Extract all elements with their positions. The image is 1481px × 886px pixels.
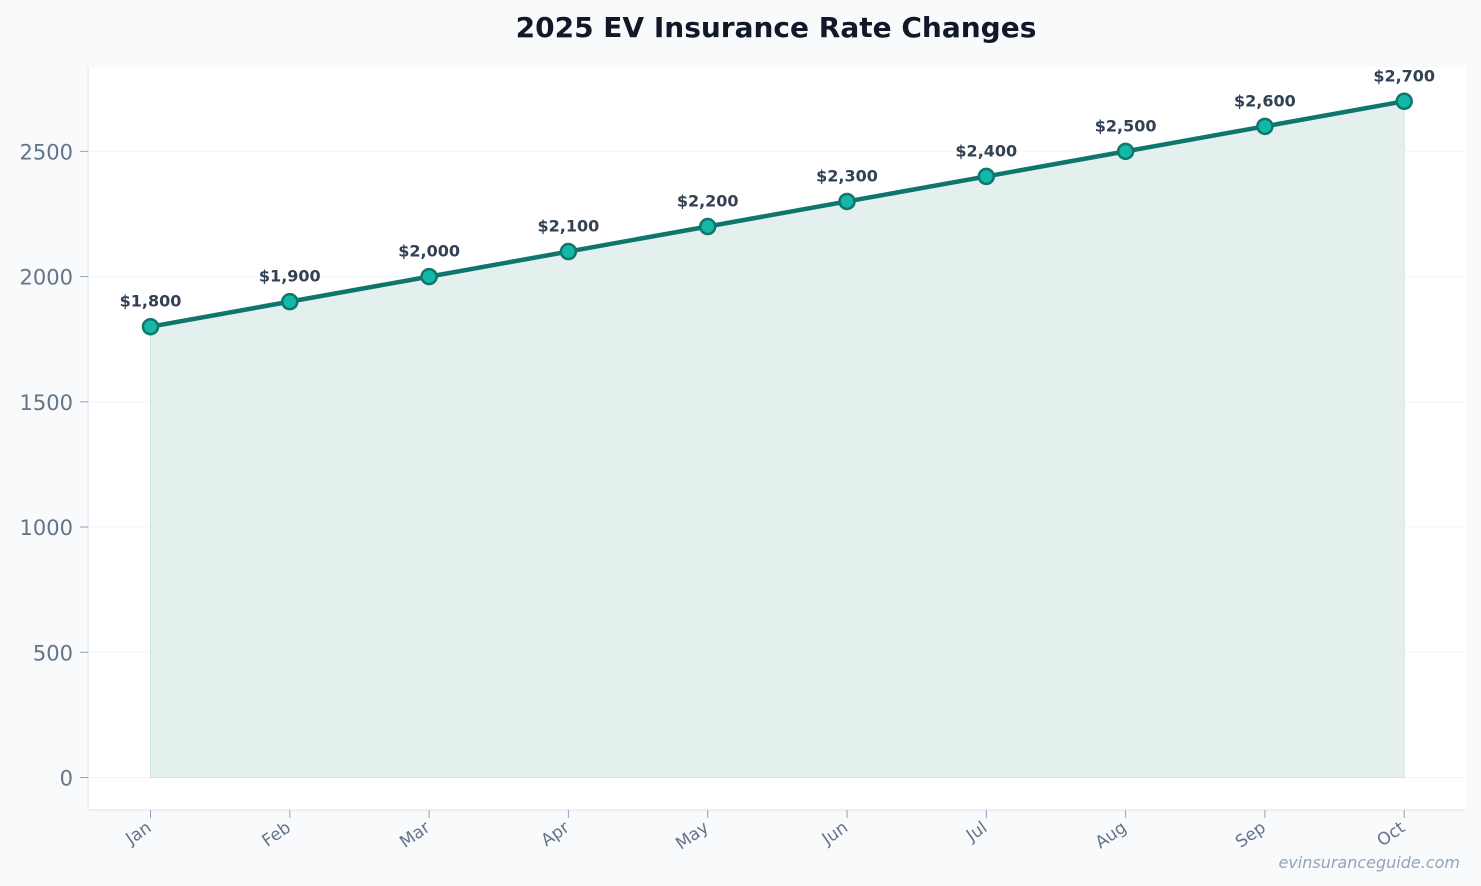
chart-title: 2025 EV Insurance Rate Changes bbox=[516, 11, 1037, 44]
x-tick-label: Aug bbox=[1092, 818, 1131, 853]
data-point bbox=[1116, 142, 1135, 161]
x-tick-layer: Jan Feb Mar Apr May Jun Jul Aug Sep Oct bbox=[122, 810, 1410, 855]
x-tick-label: Mar bbox=[396, 818, 434, 853]
x-tick-label: Jul bbox=[962, 818, 991, 847]
data-point bbox=[281, 292, 299, 311]
data-label: $2,200 bbox=[677, 192, 739, 211]
data-point bbox=[1256, 117, 1274, 136]
data-label: $2,100 bbox=[538, 217, 600, 236]
y-tick-label: 0 bbox=[60, 767, 73, 791]
data-label: $2,400 bbox=[955, 141, 1017, 160]
x-tick-label: Jan bbox=[122, 818, 156, 850]
line-layer bbox=[148, 99, 1407, 329]
x-tick-label: Sep bbox=[1232, 818, 1270, 853]
series-line bbox=[148, 99, 1407, 329]
y-tick-layer: 0 500 1000 1500 2000 2500 bbox=[20, 140, 88, 791]
data-point bbox=[141, 317, 160, 336]
data-point bbox=[977, 167, 996, 186]
data-label: $2,700 bbox=[1373, 66, 1435, 85]
x-tick-label: Oct bbox=[1374, 818, 1410, 851]
x-tick-label: Apr bbox=[538, 818, 574, 851]
data-label-layer: $1,800 $1,900 $2,000 $2,100 $2,200 $2,300 $2,4… bbox=[120, 66, 1435, 310]
data-point bbox=[1395, 92, 1413, 111]
y-tick-label: 2000 bbox=[20, 266, 73, 290]
x-tick-label: May bbox=[672, 818, 712, 855]
data-point bbox=[420, 267, 438, 286]
watermark: evinsuranceguide.com bbox=[1278, 853, 1460, 872]
data-label: $2,500 bbox=[1095, 116, 1157, 135]
data-label: $2,000 bbox=[398, 242, 460, 261]
data-point bbox=[559, 242, 578, 261]
data-label: $2,300 bbox=[816, 166, 878, 185]
y-tick-label: 1500 bbox=[20, 391, 73, 415]
data-label: $1,800 bbox=[120, 292, 182, 311]
y-tick-label: 500 bbox=[33, 641, 73, 665]
y-tick-label: 1000 bbox=[20, 516, 73, 540]
data-label: $2,600 bbox=[1234, 91, 1296, 110]
data-point bbox=[838, 192, 856, 211]
data-point bbox=[698, 217, 717, 236]
data-label: $1,900 bbox=[259, 267, 321, 286]
point-layer bbox=[141, 92, 1413, 336]
y-tick-label: 2500 bbox=[20, 140, 73, 164]
x-tick-label: Feb bbox=[259, 818, 295, 852]
x-tick-label: Jun bbox=[818, 818, 852, 850]
